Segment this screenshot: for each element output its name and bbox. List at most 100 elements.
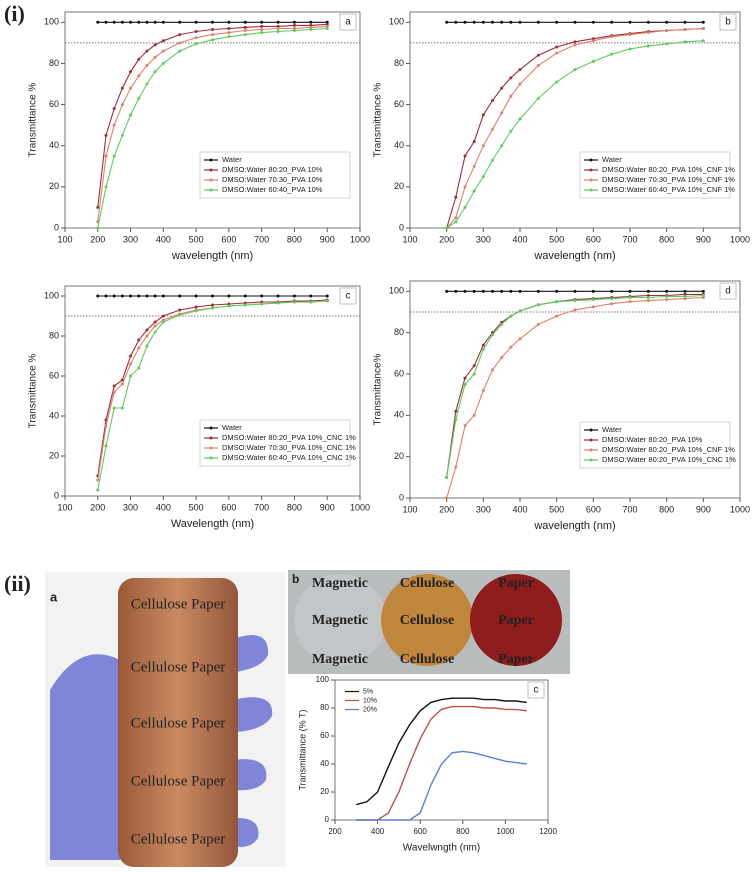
data-point [573, 299, 577, 303]
data-point [481, 389, 485, 393]
data-point [104, 154, 108, 158]
data-point [628, 296, 632, 300]
data-point [145, 20, 149, 24]
roll-text: Cellulose Paper [131, 596, 226, 612]
legend-label: DMSO:Water 80:20_PVA 10%_CNC 1% [602, 455, 736, 464]
x-tick-label: 400 [512, 504, 527, 514]
panel-label: d [725, 286, 731, 297]
y-tick-label: 0 [54, 222, 59, 232]
data-point [145, 334, 149, 338]
data-point [628, 20, 632, 24]
y-tick-label: 0 [399, 492, 404, 502]
data-point [137, 74, 141, 78]
data-point [518, 309, 522, 313]
data-point [292, 26, 296, 30]
legend-label: DMSO:Water 80:20_PVA 10%_CNF 1% [602, 165, 735, 174]
x-tick-label: 300 [123, 502, 138, 512]
y-tick-label: 60 [320, 731, 329, 740]
data-point [481, 113, 485, 117]
data-point [145, 49, 149, 53]
grid-text: Paper [498, 652, 534, 667]
data-point [178, 313, 182, 317]
legend-marker [209, 426, 213, 430]
data-point [628, 47, 632, 51]
y-tick-label: 40 [394, 140, 404, 150]
grid-text: Paper [498, 613, 534, 628]
y-tick-label: 100 [389, 286, 404, 296]
sample-disc [381, 574, 473, 666]
data-point [260, 302, 264, 306]
data-point [211, 33, 214, 37]
data-point [96, 488, 100, 492]
x-tick-label: 600 [586, 504, 601, 514]
data-point [145, 344, 149, 348]
data-point [454, 417, 458, 421]
data-point [276, 26, 280, 30]
x-tick-label: 800 [659, 504, 674, 514]
y-tick-label: 80 [320, 703, 329, 712]
sample-disc [294, 574, 386, 666]
data-point [112, 20, 116, 24]
data-point [145, 63, 149, 67]
x-tick-label: 800 [456, 827, 470, 836]
legend-marker [589, 448, 593, 452]
photo-a: a Cellulose Paper Cellulose Paper Cellulos… [45, 572, 285, 867]
data-point [463, 20, 467, 24]
data-point [309, 25, 313, 29]
x-tick-label: 600 [586, 234, 601, 244]
photo-label: a [50, 589, 58, 604]
y-tick-label: 60 [394, 99, 404, 109]
legend-label: DMSO:Water 60:40_PVA 10%_CNF 1% [602, 185, 735, 194]
data-point [153, 70, 157, 74]
y-tick-label: 100 [389, 17, 404, 27]
data-point [491, 127, 494, 131]
x-tick-label: 300 [123, 234, 138, 244]
legend-label: DMSO:Water 60:40_PVA 10% [222, 185, 323, 194]
data-point [120, 406, 124, 410]
legend-frame [199, 419, 351, 467]
data-point [555, 314, 559, 318]
data-point [161, 20, 165, 24]
data-point [309, 300, 313, 304]
grid-text: Magnetic [312, 613, 368, 628]
panel-label: b [725, 17, 731, 28]
x-axis-label: wavelength (nm) [533, 520, 615, 532]
data-point [153, 20, 157, 24]
data-point [96, 205, 100, 209]
data-point [292, 300, 296, 304]
x-axis-label: wavelength (nm) [171, 250, 253, 262]
data-point [481, 144, 485, 148]
data-point [555, 20, 559, 24]
data-point [112, 107, 116, 111]
data-point [129, 362, 133, 366]
x-tick-label: 900 [320, 502, 335, 512]
grid-text: Cellulose [400, 613, 454, 628]
roll-text: Cellulose Paper [131, 715, 226, 731]
data-point [472, 140, 476, 144]
plot-frame [334, 679, 549, 821]
data-point [509, 289, 513, 293]
glove [50, 654, 120, 860]
data-point [153, 320, 157, 324]
data-point [573, 43, 577, 47]
data-point [683, 40, 687, 44]
data-point [610, 35, 614, 39]
photo-label: b [292, 572, 299, 586]
data-point [463, 289, 467, 293]
data-point [463, 382, 467, 386]
plot-frame [409, 280, 741, 499]
data-point [491, 368, 494, 372]
data-point [96, 294, 100, 298]
x-tick-label: 100 [57, 502, 72, 512]
data-point [292, 20, 296, 24]
legend-marker [589, 458, 593, 462]
data-point [325, 20, 329, 24]
data-point [129, 70, 133, 74]
data-point [120, 86, 124, 90]
data-point [325, 299, 329, 303]
data-point [325, 24, 329, 28]
data-point [683, 295, 687, 298]
data-point [145, 294, 149, 298]
data-point [518, 337, 522, 341]
